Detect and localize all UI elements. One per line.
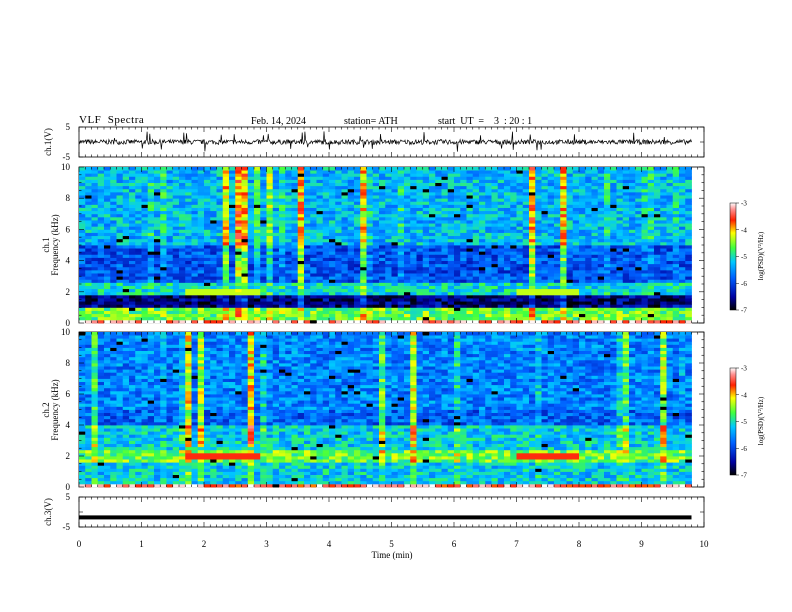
ch3-waveform-ylabel: ch.3(V) bbox=[43, 498, 53, 526]
ch3-waveform-trace bbox=[79, 515, 692, 520]
ch1-colorbar-tick-labels: -3 -4 -5 -6 -7 bbox=[736, 200, 747, 315]
colorbar-tick-label: -7 bbox=[741, 472, 747, 480]
colorbar-tick-label: -6 bbox=[741, 280, 747, 288]
ch2-frequency-tick-labels: 0 2 4 6 8 10 bbox=[61, 327, 71, 492]
time-tick-label: 6 bbox=[452, 539, 457, 549]
colorbar-tick-label: -7 bbox=[741, 307, 747, 315]
chart-title: VLF Spectra bbox=[79, 114, 145, 126]
ch1-ytick-top: 5 bbox=[66, 122, 71, 132]
ch2-colorbar bbox=[729, 367, 737, 476]
ch2-spectrogram-ylabel: Frequency (kHz) bbox=[50, 379, 60, 440]
x-axis-label: Time (min) bbox=[372, 550, 413, 560]
frequency-tick-label: 8 bbox=[66, 193, 71, 203]
colorbar-tick-label: -4 bbox=[741, 226, 747, 234]
ch1-waveform-panel: 5 -5 ch.1(V) bbox=[43, 122, 705, 162]
frequency-tick-label: 6 bbox=[66, 224, 71, 234]
ch1-waveform-ylabel: ch.1(V) bbox=[43, 128, 53, 156]
ch2-spectrogram-ticks bbox=[78, 331, 705, 488]
ch1-spectrogram-ylabel: Frequency (kHz) bbox=[50, 214, 60, 275]
time-tick-label: 3 bbox=[264, 539, 269, 549]
ch1-spectrogram-ticks bbox=[78, 166, 705, 324]
ch2-colorbar-tick-labels: -3 -4 -5 -6 -7 bbox=[736, 365, 747, 480]
frequency-tick-label: 2 bbox=[66, 287, 71, 297]
ch2-spectrogram-image bbox=[79, 332, 692, 488]
ch1-colorbar bbox=[729, 202, 737, 311]
colorbar-tick-label: -3 bbox=[741, 200, 747, 208]
ch3-ytick-bottom: -5 bbox=[63, 522, 71, 532]
colorbar-tick-label: -3 bbox=[741, 365, 747, 373]
time-tick-label: 10 bbox=[700, 539, 710, 549]
ch1-spectrogram-image bbox=[79, 167, 692, 324]
ch3-waveform-panel: 5 -5 ch.3(V) 0 1 2 3 4 5 6 7 8 9 10 Time (min) bbox=[43, 492, 709, 560]
colorbar-tick-label: -5 bbox=[741, 253, 747, 261]
ch1-waveform-trace bbox=[78, 131, 692, 152]
time-tick-label: 2 bbox=[202, 539, 207, 549]
station-label: station= ATH bbox=[344, 116, 398, 127]
ch1-colorbar-label: log(PSD)(V²/Hz) bbox=[757, 231, 765, 280]
frequency-tick-label: 0 bbox=[66, 482, 71, 492]
ch1-waveform-ticks bbox=[78, 126, 705, 158]
ch2-colorbar-label: log(PSD)(V²/Hz) bbox=[757, 396, 765, 445]
ch3-waveform-ticks bbox=[78, 496, 705, 528]
time-tick-label: 0 bbox=[77, 539, 82, 549]
date-label: Feb. 14, 2024 bbox=[251, 116, 306, 127]
ch2-spectrogram-ylabel-top: ch.2 bbox=[41, 402, 51, 417]
ch1-ytick-bottom: -5 bbox=[63, 152, 71, 162]
time-tick-label: 4 bbox=[327, 539, 332, 549]
colorbar-tick-label: -4 bbox=[741, 391, 747, 399]
frequency-tick-label: 4 bbox=[66, 420, 71, 430]
time-tick-label: 7 bbox=[514, 539, 519, 549]
time-tick-label: 8 bbox=[577, 539, 582, 549]
frequency-tick-label: 10 bbox=[61, 327, 71, 337]
colorbar-tick-label: -5 bbox=[741, 418, 747, 426]
time-tick-label: 5 bbox=[389, 539, 394, 549]
frequency-tick-label: 10 bbox=[61, 162, 71, 172]
time-tick-label: 1 bbox=[139, 539, 144, 549]
colorbar-tick-label: -6 bbox=[741, 445, 747, 453]
frequency-tick-label: 6 bbox=[66, 389, 71, 399]
frequency-tick-label: 2 bbox=[66, 451, 71, 461]
ch1-frequency-tick-labels: 0 2 4 6 8 10 bbox=[61, 162, 71, 328]
frequency-tick-label: 8 bbox=[66, 358, 71, 368]
frequency-tick-label: 4 bbox=[66, 256, 71, 266]
time-tick-labels: 0 1 2 3 4 5 6 7 8 9 10 bbox=[77, 539, 709, 549]
time-tick-label: 9 bbox=[639, 539, 644, 549]
frequency-tick-label: 0 bbox=[66, 318, 71, 328]
start-time-label: start UT = 3 : 20 : 1 bbox=[438, 116, 533, 127]
ch3-ytick-top: 5 bbox=[66, 492, 71, 502]
ch1-spectrogram-ylabel-top: ch.1 bbox=[41, 237, 51, 252]
